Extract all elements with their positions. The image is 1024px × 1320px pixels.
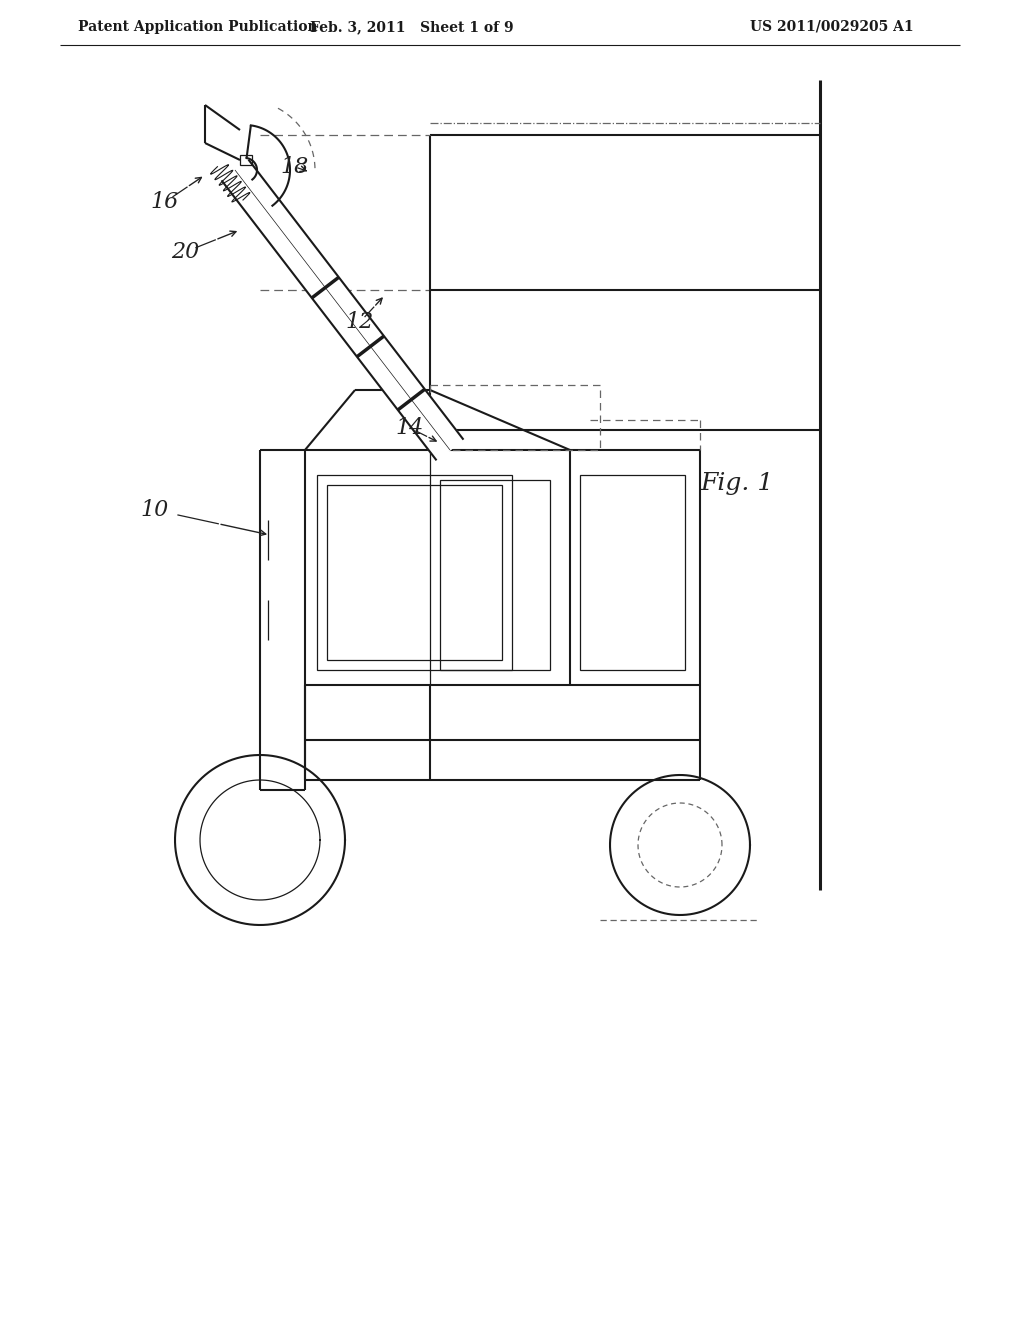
Text: 18: 18: [281, 156, 309, 178]
Bar: [241, 154, 253, 165]
Text: 10: 10: [141, 499, 169, 521]
Polygon shape: [175, 755, 345, 925]
Text: 16: 16: [151, 191, 179, 213]
Text: US 2011/0029205 A1: US 2011/0029205 A1: [750, 20, 913, 34]
Text: 12: 12: [346, 312, 374, 333]
Bar: [317, 475, 512, 671]
Polygon shape: [610, 775, 750, 915]
Text: 20: 20: [171, 242, 199, 263]
Bar: [327, 484, 502, 660]
Text: Patent Application Publication: Patent Application Publication: [78, 20, 317, 34]
Polygon shape: [221, 160, 464, 461]
Bar: [440, 480, 550, 671]
Bar: [580, 475, 685, 671]
Text: Feb. 3, 2011   Sheet 1 of 9: Feb. 3, 2011 Sheet 1 of 9: [310, 20, 514, 34]
Text: 14: 14: [396, 417, 424, 440]
Text: Fig. 1: Fig. 1: [700, 473, 773, 495]
